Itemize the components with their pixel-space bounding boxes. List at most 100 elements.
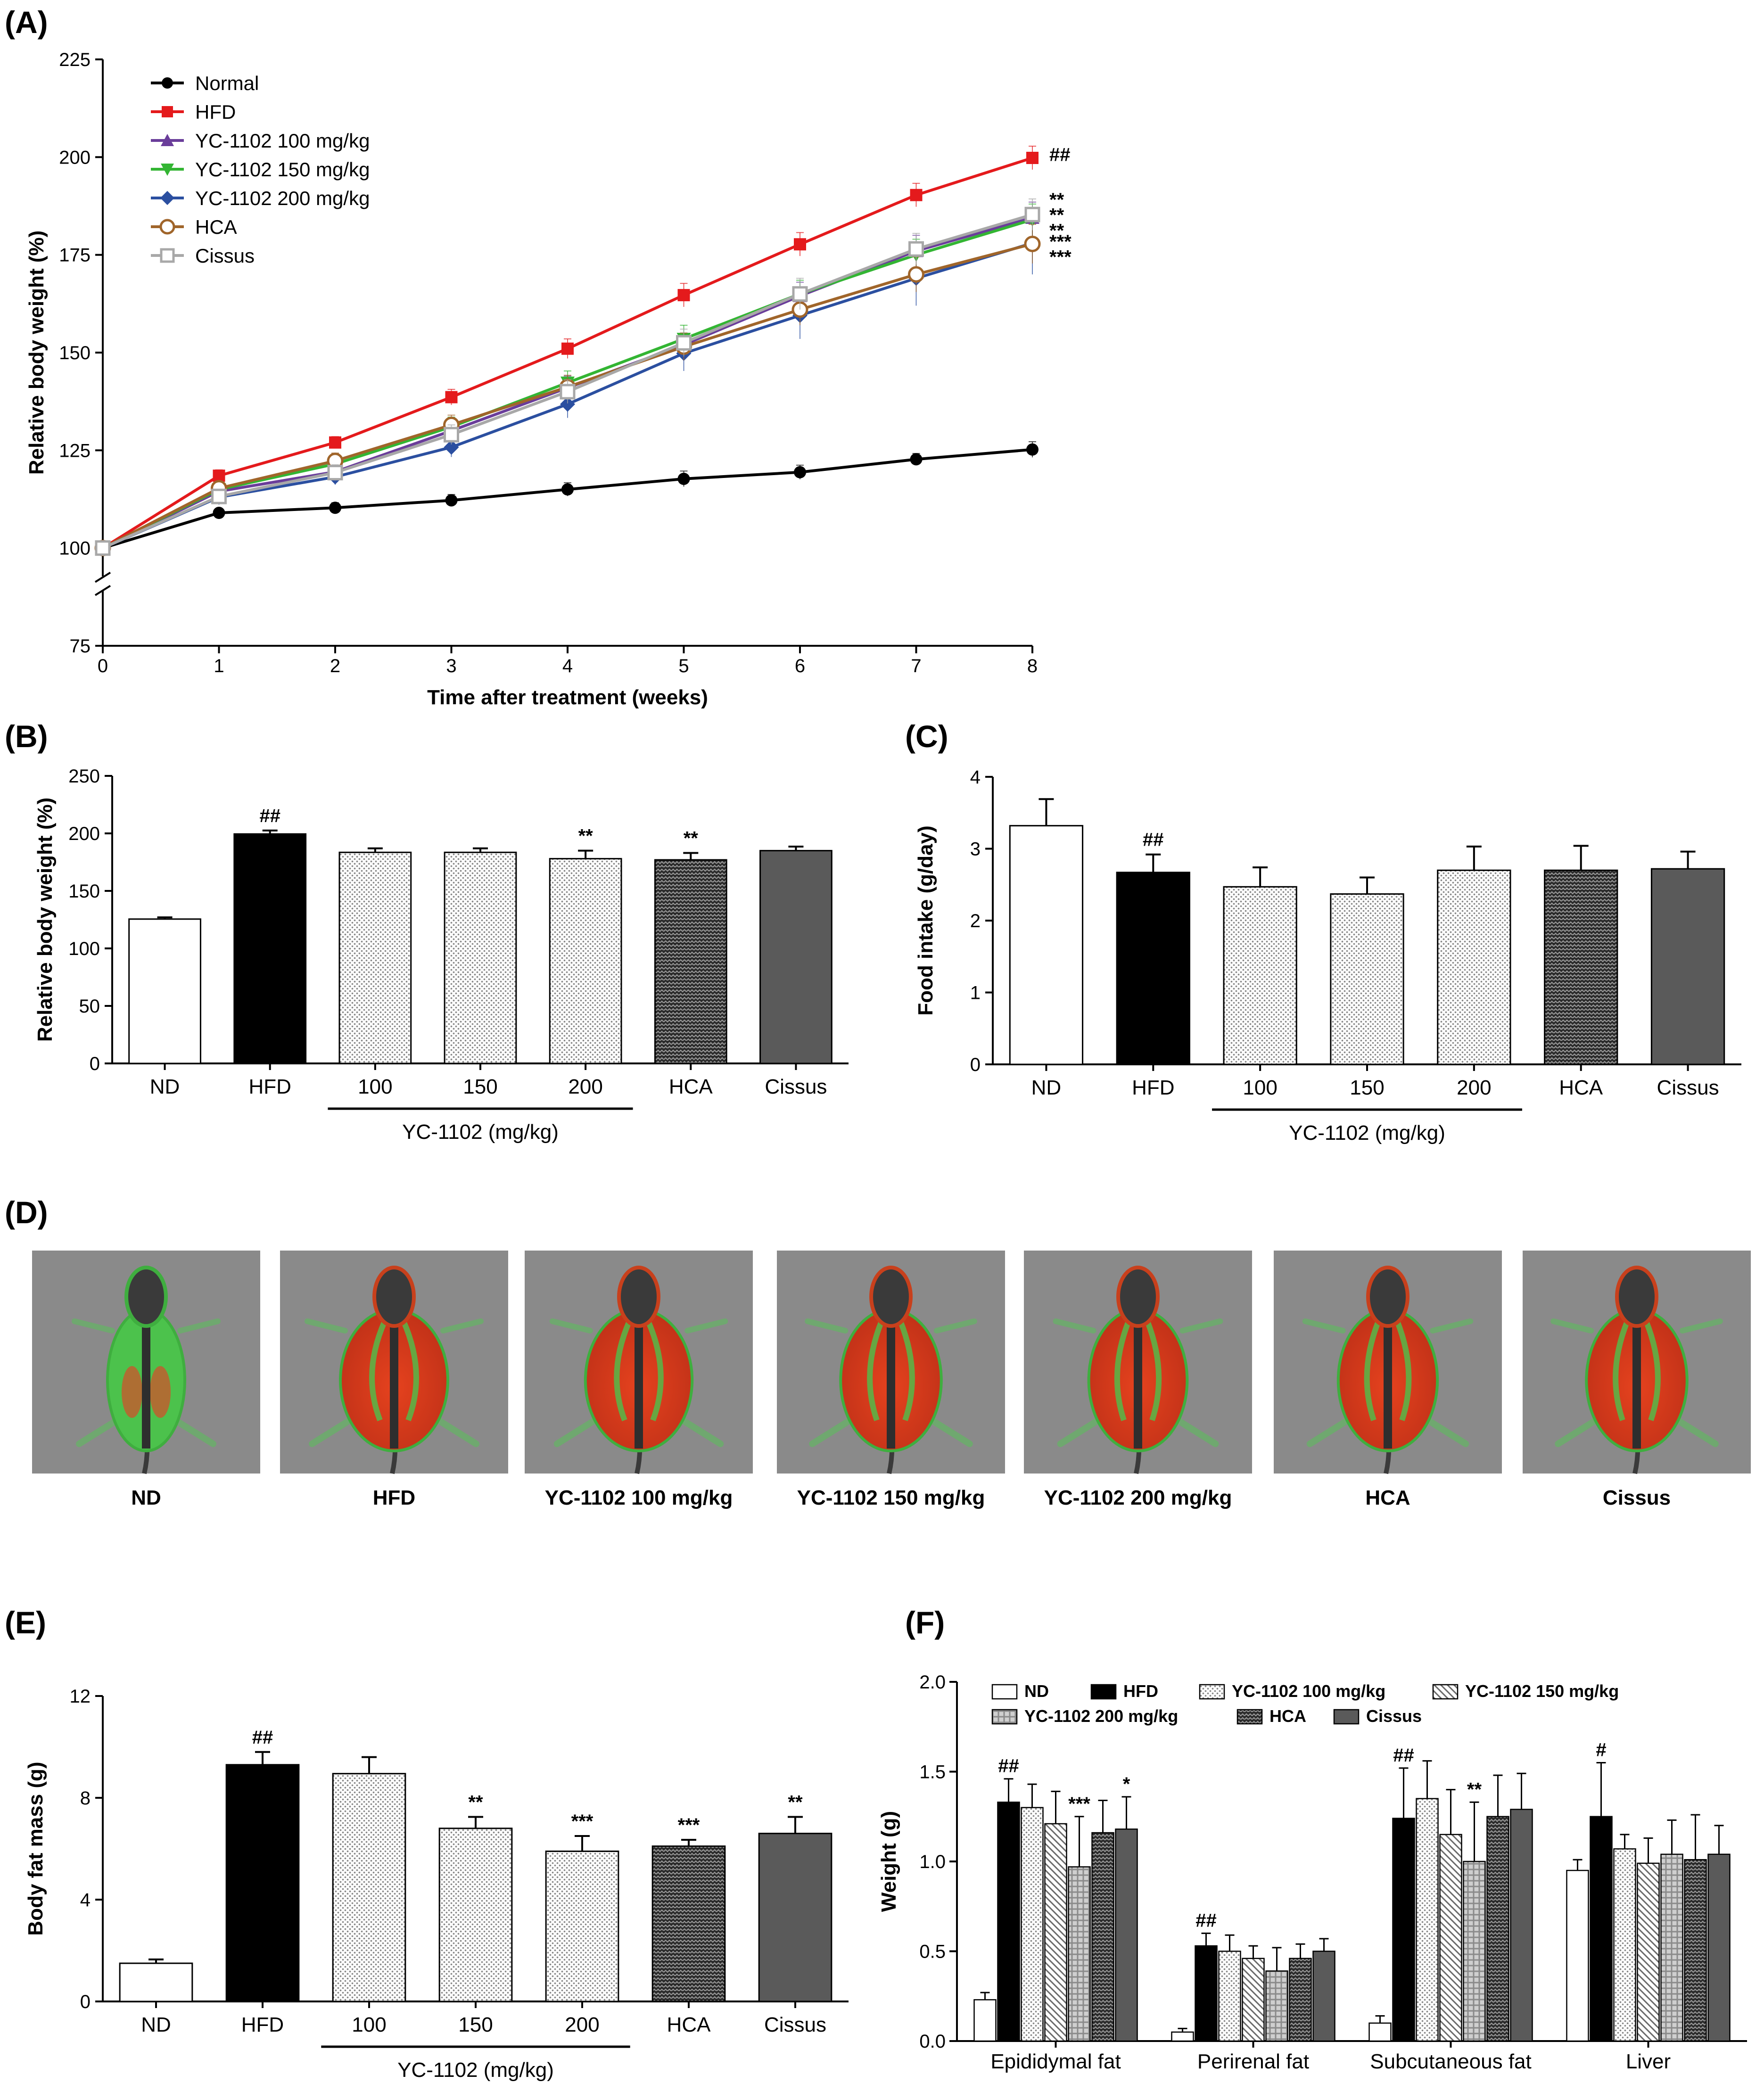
x-tick-label: 8 [1027,656,1038,676]
significance-label: ## [998,1756,1019,1777]
bar [119,1962,193,2002]
mouse-image [525,1251,753,1474]
legend-label: YC-1102 200 mg/kg [195,187,370,209]
mouse-head [1615,1266,1658,1328]
bar [1021,1807,1044,2042]
legend-label: Cissus [1366,1706,1422,1726]
y-tick-label: 225 [59,49,91,70]
y-tick-label: 8 [80,1788,91,1809]
lean-tissue-pattern [867,1320,915,1421]
legend-label: HFD [195,101,236,123]
data-point [445,494,458,507]
fat-spot [122,1366,142,1418]
bar [128,918,201,1064]
y-tick-label: 1.0 [919,1852,946,1872]
y-tick-label: 250 [68,766,100,787]
data-point [162,77,173,89]
bar [444,851,517,1064]
data-point [211,488,227,504]
bar [1289,1958,1312,2042]
bar [1116,872,1190,1065]
bar [973,1999,997,2042]
significance-label: ** [1049,189,1064,210]
legend-label: HFD [1123,1681,1158,1701]
bar [1510,1809,1533,2042]
image-caption: HCA [1365,1486,1410,1509]
bar [1218,1951,1241,2042]
category-label: Liver [1626,2050,1671,2073]
mouse-image [1274,1251,1502,1474]
category-label: HFD [241,2013,284,2036]
significance-label: # [1596,1739,1606,1760]
y-axis-title: Weight (g) [877,1811,900,1912]
category-label: 100 [358,1075,392,1098]
bar [651,1845,726,2002]
data-point [677,289,690,302]
significance-label: *** [678,1815,700,1836]
bar [549,858,622,1064]
mouse-hindlegs [76,1417,216,1447]
legend-swatch [1236,1709,1263,1725]
mouse-hindlegs [1057,1417,1219,1447]
series-normal [97,441,1039,554]
bar [1223,886,1297,1065]
y-axis-title: Relative body weight (%) [25,231,48,475]
mouse-hindlegs [809,1417,973,1447]
data-point [560,384,576,400]
data-point [560,396,575,412]
bar [1544,869,1618,1065]
mouse-head [869,1266,913,1328]
significance-label: *** [1049,231,1072,252]
data-point [1024,206,1040,222]
data-point [329,436,341,449]
axis-break-mark [94,571,111,583]
category-label: 200 [1457,1076,1491,1099]
mouse-image [1024,1251,1252,1474]
x-tick-label: 2 [330,656,340,676]
significance-label: ## [1195,1910,1217,1931]
image-caption: YC-1102 200 mg/kg [1044,1486,1232,1509]
x-tick-label: 4 [562,656,573,676]
legend-swatch [1432,1684,1459,1700]
bar [1437,869,1511,1065]
y-tick-label: 1 [970,983,981,1004]
bar [1044,1823,1067,2042]
bar [438,1828,513,2002]
significance-label: *** [1068,1794,1090,1814]
series-hfd [97,146,1039,554]
data-point [794,466,806,478]
mouse-forelegs [72,1318,221,1334]
bar [1009,825,1084,1065]
bar [1330,893,1404,1065]
data-point [908,266,924,283]
data-point [1024,235,1041,252]
category-label: 100 [1243,1076,1277,1099]
bar [1590,1816,1613,2042]
mouse-head [124,1266,168,1328]
y-axis-title: Body fat mass (g) [24,1762,47,1935]
significance-label: ## [1049,144,1071,165]
y-tick-label: 4 [80,1890,91,1910]
panel-e-bar-chart: 0 4 8 12 Body fat mass (g) ND HFD ## 100 150 ** 200… [24,1686,849,2082]
legend-label: YC-1102 100 mg/kg [1232,1681,1385,1701]
data-point [159,219,175,235]
data-point [444,427,459,443]
series-cissus [95,198,1040,556]
lean-tissue-pattern [369,1320,419,1422]
mouse-head [617,1266,660,1328]
data-point [1026,151,1039,164]
bar [1660,1853,1683,2042]
image-caption: HFD [373,1486,415,1509]
mouse-image [280,1251,508,1474]
y-tick-label: 12 [70,1686,91,1707]
category-label: Subcutaneous fat [1370,2050,1531,2073]
significance-label: *** [571,1811,593,1832]
image-caption: ND [131,1486,161,1509]
data-point [444,439,459,455]
category-label: 200 [565,2013,599,2036]
legend-label: Cissus [195,245,255,267]
group-label: YC-1102 (mg/kg) [1289,1121,1445,1144]
y-tick-label: 2 [970,911,981,931]
data-point [329,502,341,514]
y-tick-label: 100 [59,538,91,559]
